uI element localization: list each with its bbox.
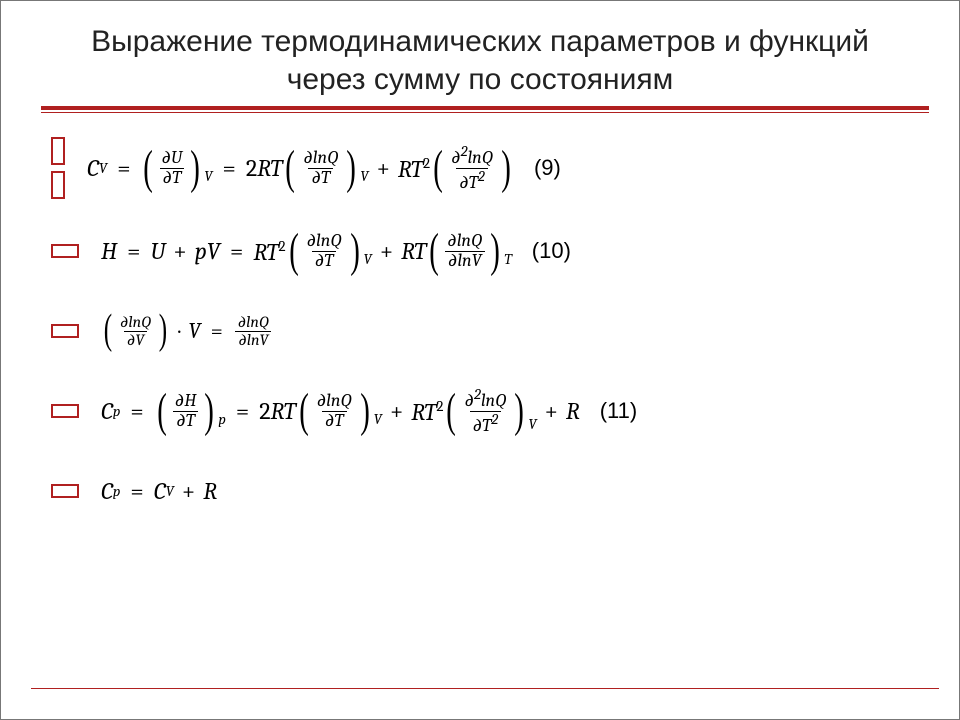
list-item: CV = ( ∂U ∂T ) V = 2RT ( ∂lnQ (51, 137, 919, 199)
bullet-icon (51, 324, 79, 338)
sub-v: V (360, 167, 368, 185)
slide-title: Выражение термодинамических параметров и… (91, 23, 869, 98)
sym-U: U (150, 237, 165, 265)
bottom-rule (31, 688, 939, 689)
equation-11: Cp = ( ∂H ∂T ) p = 2RT ( ∂lnQ (101, 387, 637, 436)
equation-aux: ( ∂lnQ ∂V ) ·V = ∂lnQ ∂lnV (101, 314, 274, 349)
sym-H: H (101, 237, 117, 265)
dlnQ: ∂lnQ (303, 147, 338, 168)
title-rule (41, 106, 929, 113)
paren-group: ( ∂lnQ ∂T ) V (282, 149, 368, 188)
RT: RT (401, 237, 426, 265)
list-item: H = U + pV = RT2 ( ∂lnQ ∂T ) V + RT (51, 223, 919, 279)
dT: ∂T (311, 167, 330, 188)
equation-9: CV = ( ∂U ∂T ) V = 2RT ( ∂lnQ (87, 144, 561, 193)
plus: + (377, 154, 390, 182)
bullet-stack (51, 137, 65, 199)
RT2: RT2 (411, 397, 443, 426)
sym-C: C (87, 154, 99, 182)
content-area: CV = ( ∂U ∂T ) V = 2RT ( ∂lnQ (51, 137, 919, 519)
eq-number: (9) (534, 155, 561, 181)
list-item: ( ∂lnQ ∂V ) ·V = ∂lnQ ∂lnV (51, 303, 919, 359)
paren-group: ( ∂2lnQ ∂T2 ) (430, 144, 514, 193)
sub-p: p (113, 402, 121, 420)
bullet-icon (51, 171, 65, 199)
sym-R: R (566, 397, 580, 425)
rule-thick (41, 106, 929, 110)
bullet-icon (51, 244, 79, 258)
sym-C: C (101, 397, 113, 425)
2RT: 2RT (246, 154, 282, 182)
paren-group: ( ∂U ∂T ) V (140, 149, 212, 188)
RT2: RT2 (398, 154, 430, 183)
sub-v: V (99, 159, 107, 177)
equals: = (223, 154, 236, 182)
slide: Выражение термодинамических параметров и… (0, 0, 960, 720)
dH: ∂H (175, 390, 197, 411)
equation-10: H = U + pV = RT2 ( ∂lnQ ∂T ) V + RT (101, 232, 571, 271)
eq-number: (11) (600, 398, 638, 424)
RT2: RT2 (253, 237, 285, 266)
list-item: Cp = ( ∂H ∂T ) p = 2RT ( ∂lnQ (51, 383, 919, 439)
rule-thin (41, 112, 929, 113)
sym-pV: pV (195, 237, 220, 265)
list-item: Cp = CV + R (51, 463, 919, 519)
bullet-icon (51, 137, 65, 165)
equation-cp-cv: Cp = CV + R (101, 477, 217, 505)
equals: = (117, 154, 130, 182)
bullet-icon (51, 404, 79, 418)
sub-v: V (204, 167, 212, 185)
dU: ∂U (161, 147, 182, 168)
fraction: ∂U ∂T (158, 149, 185, 188)
eq-number: (10) (532, 238, 571, 264)
bullet-icon (51, 484, 79, 498)
dT: ∂T (163, 167, 182, 188)
2RT: 2RT (259, 397, 295, 425)
